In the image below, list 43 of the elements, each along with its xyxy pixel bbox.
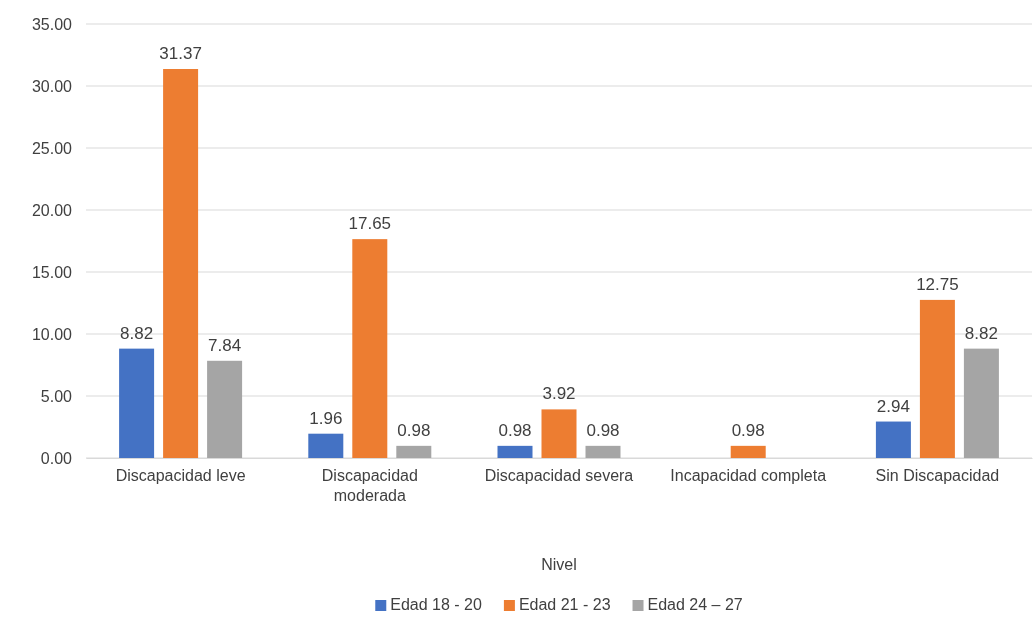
bar [497,445,533,458]
legend-label: Edad 18 - 20 [390,596,482,613]
legend-label: Edad 24 – 27 [647,596,743,613]
y-tick-label: 20.00 [31,201,73,219]
data-label: 0.98 [397,420,431,440]
y-tick-label: 0.00 [40,449,73,467]
data-label: 17.65 [348,214,392,234]
bar [875,421,911,458]
bar [396,445,432,458]
bar [730,445,766,458]
data-label: 7.84 [208,335,242,355]
bar [352,239,388,458]
legend-label: Edad 21 - 23 [518,596,611,613]
bar [919,299,955,458]
data-label: 31.37 [159,44,202,64]
x-axis-title: Nivel [541,556,577,573]
x-tick-label: Discapacidad leve [115,467,246,485]
y-tick-label: 25.00 [31,139,73,157]
bar [119,348,155,458]
data-label: 8.82 [120,323,154,343]
bar [963,348,999,458]
bar [163,69,199,458]
y-tick-label: 5.00 [40,387,73,405]
bar [308,433,344,458]
x-tick-label: Discapacidad moderada [321,467,418,504]
x-tick-label: Incapacidad completa [670,467,827,485]
y-tick-label: 35.00 [31,15,73,33]
y-tick-label: 15.00 [31,263,73,281]
data-label: 2.94 [876,396,910,416]
y-tick-label: 10.00 [31,325,73,343]
data-label: 8.82 [964,323,998,343]
data-label: 0.98 [586,420,620,440]
x-tick-label: Discapacidad severa [484,467,634,485]
data-label: 0.98 [498,420,532,440]
x-tick-label: Sin Discapacidad [875,467,1000,485]
bar [585,445,621,458]
data-label: 1.96 [309,408,343,428]
data-label: 12.75 [916,274,959,294]
bar [207,360,243,458]
y-tick-label: 30.00 [31,77,73,95]
bar [541,409,577,458]
data-label: 0.98 [731,420,765,440]
data-label: 3.92 [542,384,576,404]
